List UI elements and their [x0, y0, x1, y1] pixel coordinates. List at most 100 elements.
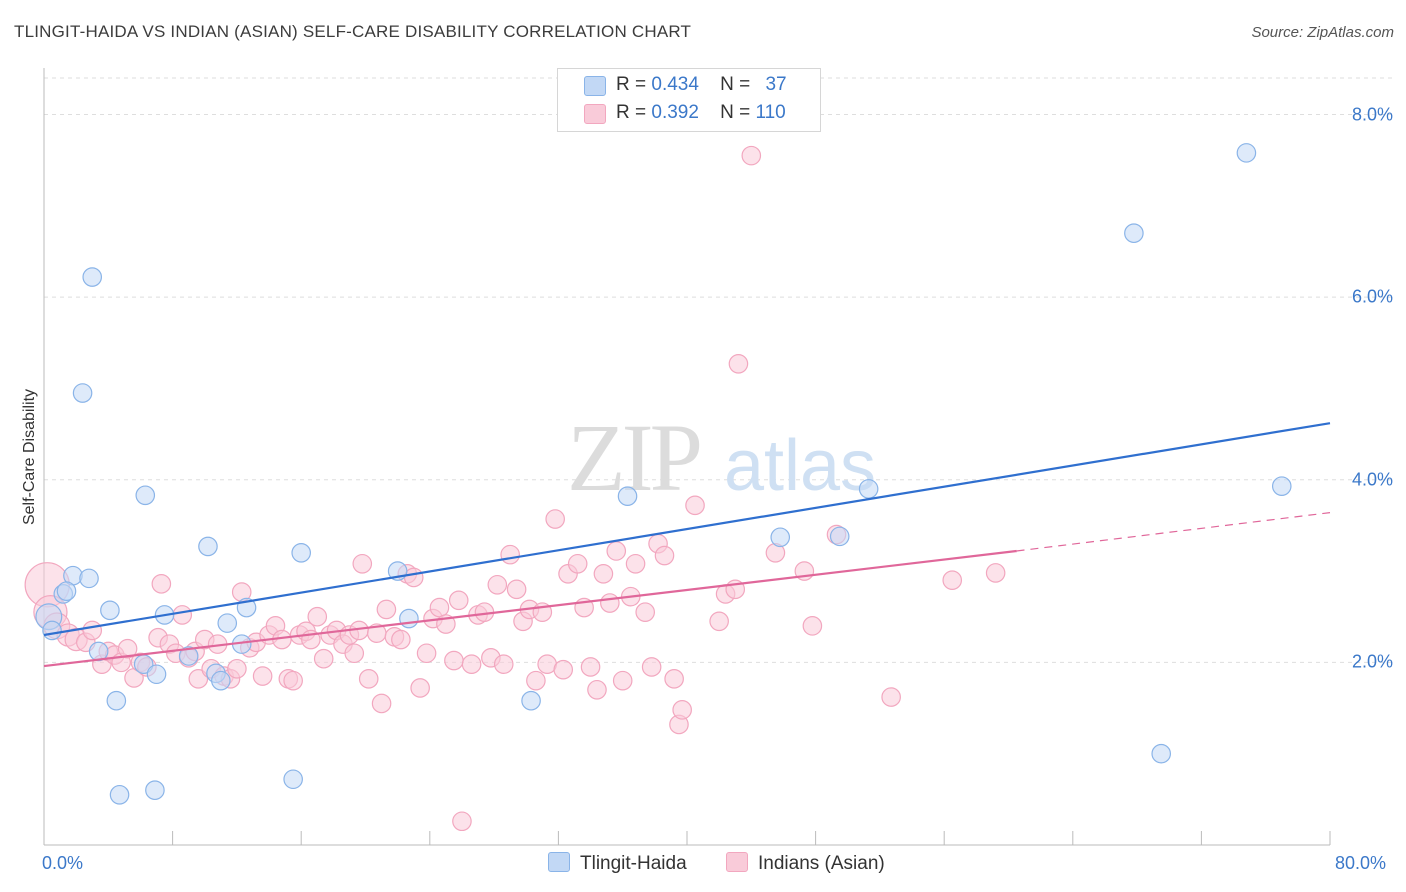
- indians-asian-point: [545, 509, 565, 529]
- indians-asian-point: [410, 678, 430, 698]
- indians-asian-point: [172, 605, 193, 625]
- indians-asian-point: [444, 650, 464, 671]
- indians-asian-point: [416, 643, 437, 664]
- legend-text: R = 0.434 N = 37: [616, 74, 787, 96]
- tlingit-haida-point: [100, 600, 120, 621]
- indians-asian-point: [506, 579, 527, 600]
- indians-asian-point: [371, 693, 392, 714]
- tlingit-haida-point: [82, 267, 103, 287]
- indians-asian-point: [942, 570, 963, 591]
- legend-text: R = 0.392 N = 110: [616, 102, 786, 124]
- trend-lines: [43, 422, 1331, 668]
- indians-asian-point: [151, 574, 172, 594]
- indians-asian-point: [429, 597, 450, 618]
- indians-asian-point: [802, 616, 823, 636]
- chart-source: Source: ZipAtlas.com: [1251, 24, 1394, 41]
- indians-asian-point: [117, 638, 138, 659]
- indians-asian-point: [625, 553, 646, 574]
- indians-asian-point: [654, 545, 675, 566]
- tlingit-haida-point: [617, 486, 638, 506]
- indians-asian-point: [741, 145, 762, 166]
- indians-asian-trend-extension: [1016, 512, 1331, 552]
- tlingit-haida-point: [858, 479, 879, 499]
- y-tick-label: 4.0%: [1351, 469, 1393, 490]
- indians-asian-point: [553, 659, 574, 680]
- axes: [43, 68, 1331, 846]
- legend-swatch-pink: [584, 104, 606, 124]
- indians-asian-point: [587, 679, 607, 700]
- legend-r-label: R =: [616, 102, 647, 123]
- indians-asian-point: [985, 563, 1006, 583]
- indians-asian-point: [252, 666, 273, 686]
- legend-n-value: 110: [755, 102, 786, 123]
- tlingit-haida-trend-line: [43, 422, 1331, 637]
- indians-asian-point: [881, 687, 901, 707]
- legend-n-label: N =: [720, 102, 751, 123]
- watermark: ZIP atlas: [567, 404, 876, 511]
- indians-asian-point: [580, 657, 601, 677]
- indians-asian-point: [500, 544, 520, 565]
- bottom-legend-label: Indians (Asian): [758, 853, 885, 874]
- indians-asian-point: [672, 700, 692, 720]
- indians-asian-point: [376, 599, 397, 620]
- bottom-legend-tlingit-haida: Tlingit-Haida: [548, 852, 687, 875]
- indians-asian-point: [283, 670, 303, 691]
- indians-asian-point: [612, 670, 633, 691]
- legend-n-value: 37: [765, 74, 787, 95]
- tlingit-haida-point: [399, 608, 419, 629]
- indians-asian-point: [567, 553, 588, 574]
- tlingit-haida-point: [198, 536, 218, 557]
- chart-title: TLINGIT-HAIDA VS INDIAN (ASIAN) SELF-CAR…: [14, 22, 692, 41]
- watermark-atlas: atlas: [724, 426, 876, 506]
- y-axis-label: Self-Care Disability: [21, 388, 38, 526]
- bottom-legend-swatch-pink: [726, 852, 748, 872]
- tlingit-haida-point: [145, 780, 165, 801]
- indians-asian-point: [635, 602, 656, 622]
- indians-asian-point: [227, 658, 247, 679]
- legend-swatch-blue: [584, 76, 606, 96]
- bottom-legend-swatch-blue: [548, 852, 570, 872]
- indians-asian-trend-line: [43, 549, 1017, 668]
- legend: R = 0.434 N = 37 R = 0.392 N = 110: [557, 68, 821, 132]
- indians-asian-point: [461, 654, 482, 675]
- x-tick-label-max: 80.0%: [1335, 853, 1387, 873]
- tlingit-haida-point: [770, 527, 791, 548]
- data-points: [24, 143, 1292, 832]
- indians-asian-point: [493, 654, 514, 675]
- indians-asian-point: [664, 669, 684, 689]
- y-tick-label: 2.0%: [1351, 651, 1393, 672]
- legend-row-tlingit-haida: R = 0.434 N = 37: [558, 73, 820, 99]
- indians-asian-point: [352, 553, 373, 574]
- indians-asian-point: [728, 353, 749, 374]
- tlingit-haida-point: [178, 646, 199, 666]
- indians-asian-point: [452, 811, 472, 832]
- legend-row-indians-asian: R = 0.392 N = 110: [558, 101, 820, 127]
- tlingit-haida-point: [42, 620, 62, 641]
- legend-r-value: 0.392: [651, 102, 699, 123]
- tlingit-haida-point: [829, 526, 850, 547]
- indians-asian-point: [82, 620, 103, 641]
- legend-n-label: N =: [720, 74, 751, 95]
- tlingit-haida-point: [1151, 743, 1172, 764]
- tlingit-haida-point: [79, 568, 99, 589]
- tlingit-haida-point: [217, 613, 238, 633]
- tlingit-haida-point: [1236, 143, 1257, 163]
- bottom-legend-label: Tlingit-Haida: [580, 853, 687, 874]
- indians-asian-point: [487, 574, 508, 595]
- legend-r-label: R =: [616, 74, 647, 95]
- tlingit-haida-point: [1271, 476, 1292, 496]
- indians-asian-point: [641, 657, 662, 677]
- x-tick-label-min: 0.0%: [42, 853, 84, 873]
- tlingit-haida-point: [1124, 223, 1144, 244]
- tlingit-haida-point: [521, 690, 541, 711]
- tlingit-haida-point: [291, 543, 311, 563]
- tlingit-haida-point: [211, 670, 231, 691]
- tlingit-haida-point: [106, 690, 127, 711]
- tlingit-haida-point: [56, 581, 77, 601]
- indians-asian-point: [307, 606, 328, 627]
- tlingit-haida-point: [146, 664, 167, 685]
- y-tick-label: 6.0%: [1351, 286, 1393, 307]
- indians-asian-point: [593, 564, 614, 584]
- indians-asian-point: [606, 541, 627, 561]
- tlingit-haida-point: [109, 784, 130, 805]
